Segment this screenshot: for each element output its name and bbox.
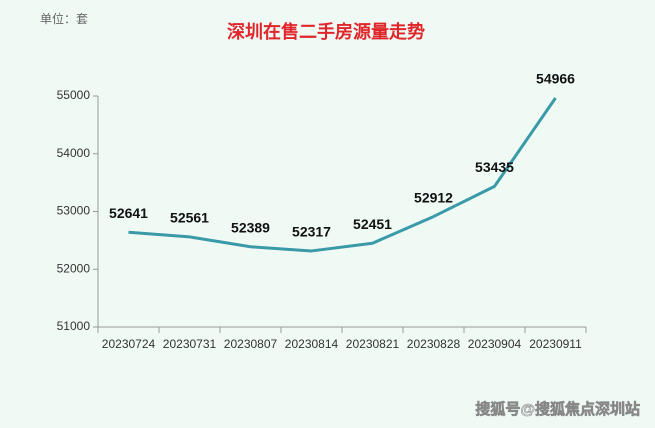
y-tick-label: 51000 bbox=[57, 319, 91, 333]
data-label: 52451 bbox=[353, 216, 392, 232]
watermark: 搜狐号@搜狐焦点深圳站 bbox=[475, 400, 640, 418]
data-label: 52912 bbox=[414, 189, 453, 205]
y-tick-label: 52000 bbox=[57, 261, 91, 275]
unit-label: 单位：套 bbox=[40, 11, 88, 26]
data-label: 52317 bbox=[292, 224, 331, 240]
x-tick-label: 20230911 bbox=[529, 337, 582, 351]
y-tick-label: 55000 bbox=[57, 88, 91, 102]
x-tick-label: 20230731 bbox=[163, 337, 217, 351]
y-tick-label: 54000 bbox=[57, 146, 91, 160]
x-tick-label: 20230814 bbox=[285, 337, 339, 351]
x-tick-label: 20230904 bbox=[468, 337, 522, 351]
line bbox=[128, 97, 557, 253]
chart-title: 深圳在售二手房源量走势 bbox=[227, 21, 425, 42]
data-label: 52561 bbox=[170, 210, 209, 226]
y-tick-label: 53000 bbox=[57, 204, 91, 218]
x-tick-label: 20230821 bbox=[346, 337, 400, 351]
data-label: 53435 bbox=[475, 159, 514, 175]
data-label: 52641 bbox=[109, 205, 148, 221]
x-tick-label: 20230807 bbox=[224, 337, 278, 351]
x-tick-label: 20230724 bbox=[102, 337, 156, 351]
x-tick-label: 20230828 bbox=[407, 337, 461, 351]
data-label: 54966 bbox=[536, 71, 575, 87]
data-label: 52389 bbox=[231, 219, 270, 235]
